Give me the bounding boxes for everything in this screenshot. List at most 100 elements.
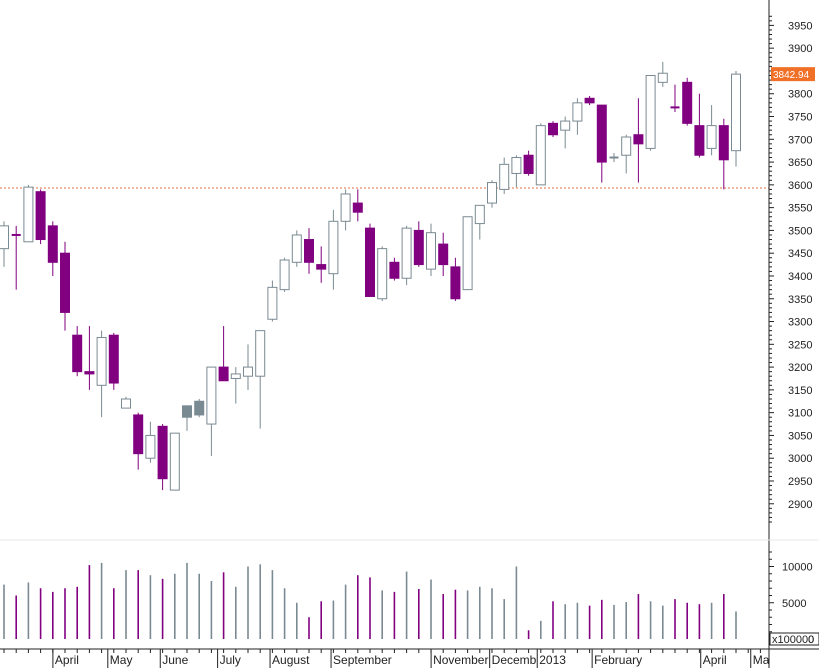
candle-body [645, 75, 656, 149]
candle-body [279, 259, 290, 291]
candle-body [304, 239, 314, 263]
candle-body [731, 73, 741, 152]
candle [182, 405, 192, 431]
candle-body [682, 81, 693, 124]
candle [474, 204, 485, 240]
candle [72, 326, 83, 377]
month-label: April [55, 653, 79, 667]
volume-layer [3, 562, 737, 639]
month-label: Ma [753, 653, 770, 667]
price-tick-label: 3650 [788, 157, 812, 169]
candle-body [584, 97, 595, 104]
candle [96, 330, 107, 418]
candle [328, 209, 339, 290]
candle-body [267, 286, 278, 320]
price-tick-label: 3200 [788, 362, 812, 374]
candle [255, 330, 266, 429]
last-price-tag: 3842.94 [771, 67, 815, 82]
candles-layer [0, 61, 741, 491]
candle-body [657, 72, 668, 83]
month-label: July [220, 653, 241, 667]
candle [718, 118, 729, 190]
price-tick-label: 2900 [788, 499, 812, 511]
last-price-background [771, 67, 815, 82]
candle-body [596, 104, 607, 163]
candle [609, 152, 619, 163]
candle [413, 221, 424, 267]
candle-body [572, 102, 583, 122]
candle-body [535, 125, 546, 186]
candle-body [621, 136, 632, 156]
candle-body [450, 266, 461, 300]
candle [645, 75, 656, 151]
candle [194, 398, 205, 418]
price-tick-label: 3000 [788, 453, 812, 465]
candle-body [182, 405, 192, 418]
candle [47, 221, 58, 276]
candle [401, 225, 412, 286]
candle [218, 326, 229, 382]
candle [340, 189, 351, 231]
price-tick-label: 3350 [788, 294, 812, 306]
candle [487, 180, 497, 208]
candle-body [413, 229, 424, 266]
candle [535, 123, 546, 186]
candle-body [401, 227, 412, 279]
candle-body [499, 163, 510, 190]
volume-unit-frame [769, 632, 819, 646]
candle [60, 241, 70, 331]
candle [352, 189, 363, 222]
candle-body [23, 186, 34, 243]
price-tick-label: 3100 [788, 408, 812, 420]
price-tick-label: 3300 [788, 317, 812, 329]
volume-tick-label: 10000 [782, 562, 813, 574]
price-axis-ticks: 2900 2950 3000 3050 3100 3150 3200 3250 3300 3350… [769, 15, 812, 523]
candle [243, 344, 253, 390]
candle-body [462, 216, 473, 291]
candle-body [474, 204, 485, 225]
candle [596, 104, 607, 183]
candle-body [633, 134, 644, 145]
candle-body [35, 191, 46, 241]
candle [450, 257, 461, 302]
candle-body [108, 334, 119, 384]
candle [206, 366, 217, 456]
candle-body [389, 261, 400, 279]
candle-body [96, 336, 107, 386]
price-tick-label: 3900 [788, 43, 812, 55]
candle [511, 155, 522, 188]
candle-body [426, 232, 436, 270]
candle [279, 257, 290, 292]
candle-body [340, 193, 351, 222]
candle-body [328, 220, 339, 275]
candle [389, 257, 400, 281]
candle [11, 225, 21, 290]
candle-body [243, 366, 253, 377]
candle-body [194, 400, 205, 416]
candle-body [352, 202, 363, 213]
candle-body [365, 227, 375, 297]
candle [694, 93, 705, 158]
candle [230, 367, 241, 404]
candle-body [560, 120, 571, 131]
candle [23, 184, 34, 243]
candle [560, 116, 571, 149]
candle [731, 70, 741, 167]
candle [365, 223, 375, 297]
candle [548, 121, 558, 138]
candle [657, 61, 668, 87]
month-label: Decemb [492, 653, 537, 667]
price-tick-label: 3450 [788, 248, 812, 260]
candle [584, 96, 595, 106]
candle [621, 134, 632, 174]
month-label: August [272, 653, 310, 667]
volume-tick-label: 5000 [782, 598, 806, 610]
price-tick-label: 3400 [788, 271, 812, 283]
candle-body [72, 334, 83, 373]
candle-body [47, 225, 58, 263]
month-label: April [703, 653, 727, 667]
candle [169, 432, 180, 491]
candle [291, 230, 302, 267]
candle-body [511, 157, 522, 174]
